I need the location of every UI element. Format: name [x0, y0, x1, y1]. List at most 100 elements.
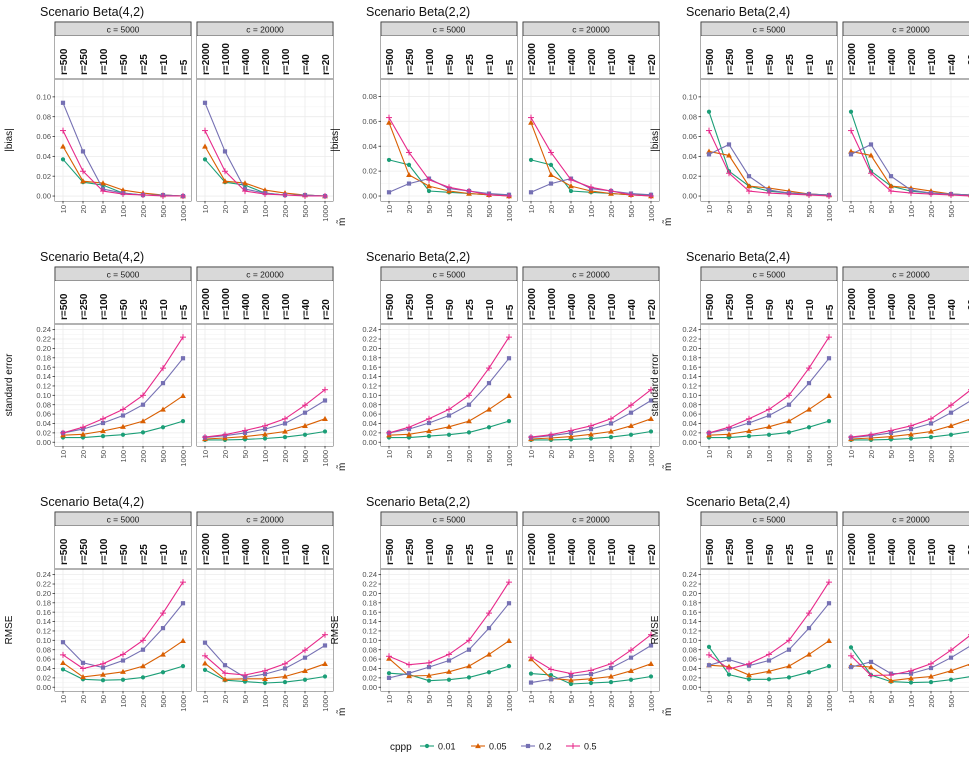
data-point: [140, 663, 146, 669]
r-label: r=50: [445, 54, 456, 75]
data-point: [426, 434, 432, 439]
r-label: r=500: [705, 538, 716, 565]
facet-panel: c = 20000 r=2000 r=1000 r=400 r=200 r=100 r=40…: [196, 21, 334, 222]
y-tick-label: 0.00: [36, 438, 51, 447]
facet-strip-label: c = 5000: [753, 25, 786, 35]
y-tick-label: 0.06: [682, 132, 697, 141]
data-point: [848, 127, 854, 134]
data-point: [262, 672, 268, 677]
data-point: [506, 356, 512, 361]
data-point: [806, 651, 812, 657]
x-tick-label: 20: [405, 695, 414, 703]
data-point: [120, 432, 126, 437]
y-tick-label: 0.10: [682, 636, 697, 645]
data-point: [648, 386, 654, 393]
data-point: [160, 193, 166, 200]
y-tick-label: 0.14: [36, 617, 51, 626]
data-point: [322, 660, 328, 666]
r-label: r=20: [321, 299, 332, 320]
data-point: [868, 672, 874, 679]
facet-strip-label: c = 5000: [753, 270, 786, 280]
r-label: r=1000: [547, 288, 558, 320]
x-tick-label: 200: [281, 695, 290, 708]
x-tick-label: 10: [847, 450, 856, 458]
x-tick-label: 50: [241, 205, 250, 213]
data-point: [648, 674, 654, 679]
data-point: [80, 665, 86, 672]
y-tick-label: 0.10: [362, 391, 377, 400]
r-label: r=100: [281, 48, 292, 75]
x-tick-label: 1000: [967, 205, 969, 222]
data-point: [786, 663, 792, 669]
x-tick-label: 100: [765, 450, 774, 463]
y-tick-label: 0.04: [36, 419, 51, 428]
r-label: r=40: [301, 299, 312, 320]
data-point: [548, 666, 554, 673]
data-point: [766, 413, 772, 418]
data-point: [406, 671, 412, 676]
data-point: [386, 119, 392, 125]
r-label: r=1000: [547, 43, 558, 75]
facet-strip-label: c = 5000: [107, 25, 140, 35]
r-label: r=40: [301, 544, 312, 565]
x-tick-label: 50: [425, 205, 434, 213]
r-label-area: [197, 526, 333, 569]
r-label: r=100: [745, 538, 756, 565]
y-axis-label: RMSE: [330, 615, 341, 644]
r-label-area: [381, 36, 517, 79]
y-axis-label: |bias|: [650, 128, 661, 152]
y-tick-label: 0.14: [362, 617, 377, 626]
data-point: [466, 663, 472, 669]
data-point: [160, 406, 166, 412]
x-tick-label: 1000: [321, 695, 330, 712]
data-point: [868, 170, 874, 177]
r-label: r=100: [99, 538, 110, 565]
r-label: r=1000: [221, 533, 232, 565]
y-tick-label: 0.04: [36, 664, 51, 673]
data-point: [826, 334, 832, 341]
data-point: [826, 392, 832, 398]
y-tick-label: 0.12: [362, 627, 377, 636]
x-tick-label: 20: [725, 695, 734, 703]
facet-strip-label: c = 20000: [572, 515, 610, 525]
facet-strip-label: c = 5000: [107, 270, 140, 280]
data-point: [466, 675, 472, 680]
data-point: [60, 100, 66, 105]
chart-title: Scenario Beta(2,4): [686, 250, 790, 264]
data-point: [120, 406, 126, 413]
r-label: r=40: [947, 54, 958, 75]
data-point: [648, 429, 654, 434]
x-axis-label: m̃: [335, 218, 348, 226]
data-point: [202, 652, 208, 659]
data-point: [60, 143, 66, 149]
data-point: [466, 637, 472, 644]
x-axis-label: m̃: [661, 218, 674, 226]
x-tick-label: 200: [927, 695, 936, 708]
data-point: [262, 436, 268, 441]
r-label: r=400: [887, 293, 898, 320]
x-tick-label: 500: [301, 695, 310, 708]
data-point: [466, 418, 472, 424]
x-tick-label: 500: [301, 205, 310, 218]
data-point: [588, 184, 594, 191]
r-label-area: [55, 36, 191, 79]
y-tick-label: 0.20: [36, 344, 51, 353]
data-point: [282, 428, 288, 434]
x-tick-label: 500: [159, 450, 168, 463]
data-point: [948, 647, 954, 654]
y-tick-label: 0.22: [36, 580, 51, 589]
data-point: [386, 671, 392, 676]
x-tick-label: 1000: [505, 695, 514, 712]
x-tick-label: 100: [119, 450, 128, 463]
r-label: r=5: [825, 59, 836, 75]
data-point: [528, 114, 534, 121]
x-tick-label: 1000: [321, 450, 330, 467]
data-point: [528, 157, 534, 163]
data-point: [848, 645, 854, 650]
data-point: [406, 435, 412, 440]
data-point: [100, 671, 106, 677]
r-label: r=20: [321, 54, 332, 75]
y-tick-label: 0.02: [682, 673, 697, 682]
facet-strip-label: c = 20000: [892, 270, 930, 280]
data-point: [528, 190, 534, 195]
